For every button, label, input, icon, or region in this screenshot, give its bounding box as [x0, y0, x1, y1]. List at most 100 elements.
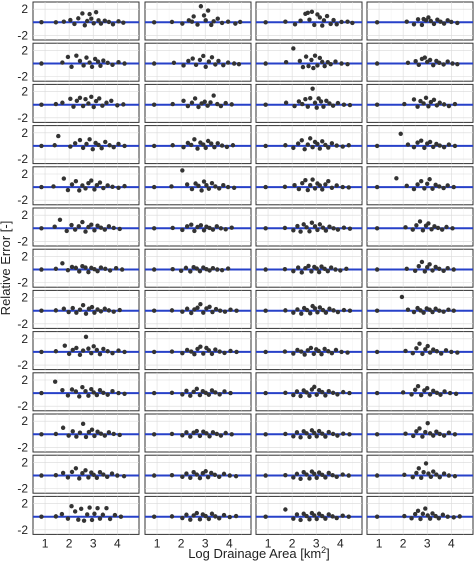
- data-point: [307, 517, 312, 522]
- data-point: [86, 180, 91, 186]
- data-point: [452, 432, 458, 437]
- data-point: [116, 19, 121, 24]
- data-point: [216, 58, 221, 64]
- data-point: [294, 471, 300, 477]
- data-point: [334, 515, 339, 521]
- data-point: [327, 224, 332, 229]
- data-point: [291, 145, 296, 151]
- data-point: [213, 514, 218, 519]
- data-point: [283, 431, 288, 437]
- panel-13-3: [255, 495, 363, 535]
- data-point: [53, 266, 59, 272]
- data-point: [452, 143, 458, 149]
- data-point: [69, 264, 75, 270]
- data-point: [304, 390, 309, 395]
- data-point: [323, 434, 328, 439]
- data-point: [307, 229, 312, 234]
- data-point: [307, 476, 312, 481]
- data-point: [421, 101, 426, 106]
- data-point: [107, 268, 113, 273]
- data-point: [219, 20, 225, 26]
- x-tick-label: 1: [154, 536, 161, 550]
- data-point: [294, 430, 300, 435]
- data-point: [453, 391, 459, 396]
- data-point: [340, 513, 345, 518]
- data-point: [333, 267, 338, 272]
- data-point: [211, 19, 216, 24]
- y-tick-label: 2: [21, 291, 28, 305]
- data-point: [315, 12, 320, 17]
- data-point: [282, 349, 288, 354]
- data-point: [335, 309, 341, 315]
- data-point: [308, 95, 313, 101]
- data-point: [188, 393, 193, 398]
- data-point: [434, 103, 440, 108]
- data-point: [263, 226, 268, 231]
- panel-10-2: [144, 372, 252, 412]
- panel-12-1: [32, 454, 140, 494]
- data-point: [441, 433, 447, 438]
- y-tick-label: -2: [17, 276, 28, 290]
- data-point: [307, 434, 312, 440]
- data-point: [100, 103, 105, 108]
- data-point: [292, 22, 298, 27]
- data-point: [295, 141, 301, 146]
- data-point: [194, 386, 199, 392]
- data-point: [77, 476, 82, 481]
- data-point: [410, 227, 415, 232]
- data-point: [425, 265, 430, 270]
- x-tick-label: 3: [202, 536, 209, 550]
- panel-frame: [32, 83, 140, 123]
- data-point: [314, 392, 319, 397]
- data-point: [323, 142, 328, 148]
- data-point: [95, 307, 100, 312]
- data-point: [89, 94, 94, 100]
- data-point: [312, 384, 317, 390]
- data-point: [308, 311, 313, 316]
- data-point: [192, 352, 197, 357]
- data-point: [315, 310, 320, 315]
- data-point: [151, 308, 157, 313]
- y-tick-label: 2: [21, 373, 28, 387]
- data-point: [111, 309, 116, 314]
- data-point: [92, 228, 97, 233]
- panel-3-1: [32, 83, 140, 123]
- data-point: [111, 145, 116, 150]
- data-point: [184, 430, 189, 435]
- data-point: [101, 185, 106, 191]
- data-point: [184, 306, 190, 311]
- data-point: [322, 346, 327, 352]
- data-point: [205, 138, 211, 144]
- data-point: [98, 63, 103, 69]
- data-point: [111, 431, 116, 437]
- data-point: [451, 267, 456, 272]
- data-point: [217, 474, 222, 480]
- data-point: [341, 307, 347, 313]
- panel-4-4: [366, 125, 474, 165]
- data-point: [94, 475, 100, 481]
- data-point: [116, 60, 121, 65]
- data-point: [86, 475, 91, 480]
- data-point: [374, 184, 380, 190]
- data-point: [319, 264, 324, 269]
- data-point: [194, 472, 199, 477]
- data-point: [212, 145, 217, 150]
- data-point: [419, 138, 424, 143]
- data-point: [91, 344, 96, 349]
- data-point: [446, 473, 452, 478]
- data-point: [87, 11, 92, 17]
- data-point: [229, 225, 234, 230]
- data-point: [105, 349, 110, 354]
- data-point: [77, 307, 83, 312]
- data-point: [92, 310, 97, 315]
- data-point: [441, 471, 447, 476]
- data-point: [97, 387, 103, 393]
- data-point: [80, 11, 85, 16]
- data-point: [320, 23, 325, 28]
- data-point: [80, 471, 85, 476]
- data-point: [209, 388, 215, 393]
- data-point: [305, 10, 310, 16]
- data-point: [101, 346, 106, 352]
- data-point: [213, 62, 218, 67]
- data-point: [427, 177, 432, 182]
